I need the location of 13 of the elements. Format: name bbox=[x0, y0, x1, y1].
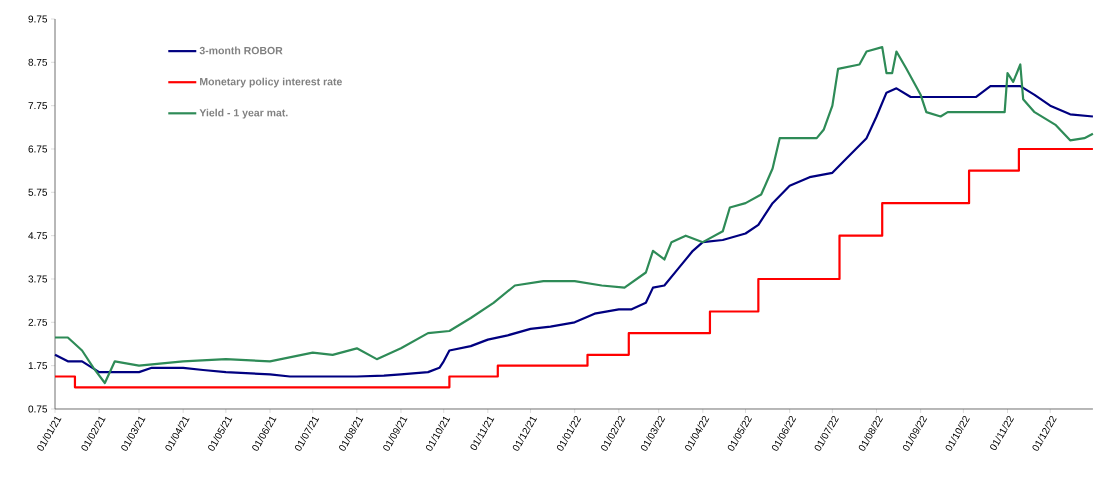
y-tick-label: 9.75 bbox=[28, 15, 48, 23]
y-tick-label: 8.75 bbox=[28, 58, 48, 66]
y-tick-label: 6.75 bbox=[28, 145, 48, 153]
y-tick-label: 7.75 bbox=[28, 102, 48, 110]
y-tick-label: 1.75 bbox=[28, 362, 48, 370]
y-tick-label: 0.75 bbox=[28, 405, 48, 413]
y-tick-label: 3.75 bbox=[28, 275, 48, 283]
y-tick-label: 5.75 bbox=[28, 188, 48, 196]
legend-label: 3-month ROBOR bbox=[199, 46, 283, 55]
y-tick-label: 4.75 bbox=[28, 232, 48, 240]
y-tick-label: 2.75 bbox=[28, 318, 48, 326]
legend-label: Monetary policy interest rate bbox=[200, 77, 342, 88]
legend-label: Yield - 1 year mat. bbox=[199, 108, 288, 119]
